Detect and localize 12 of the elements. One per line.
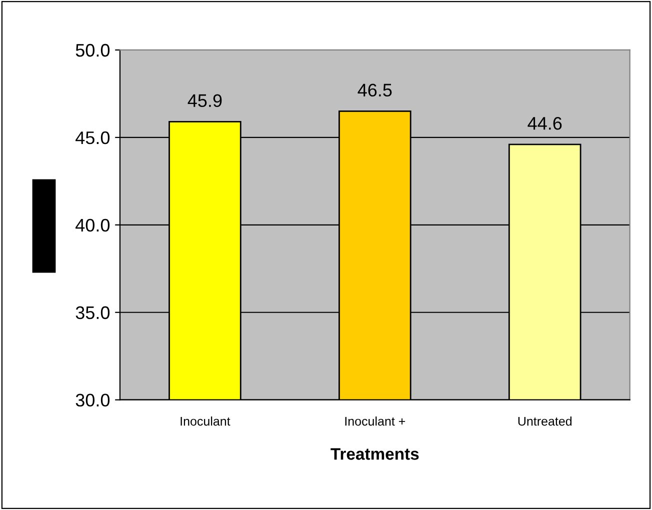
y-tick-label: 50.0 [76,44,110,57]
x-tick-label: Inoculant [180,416,230,426]
y-tick-label: 30.0 [76,394,110,407]
y-tick-label: 40.0 [76,218,110,232]
data-label: 45.9 [188,94,222,108]
data-label: 46.5 [358,84,392,97]
x-axis-title: Treatments [330,448,419,460]
data-label: 44.6 [528,116,562,130]
y-tick-label: 35.0 [76,306,110,320]
y-tick-label: 45.0 [76,131,110,144]
x-tick-label: Untreated [518,416,572,426]
x-tick-label: Inoculant + [345,416,406,426]
